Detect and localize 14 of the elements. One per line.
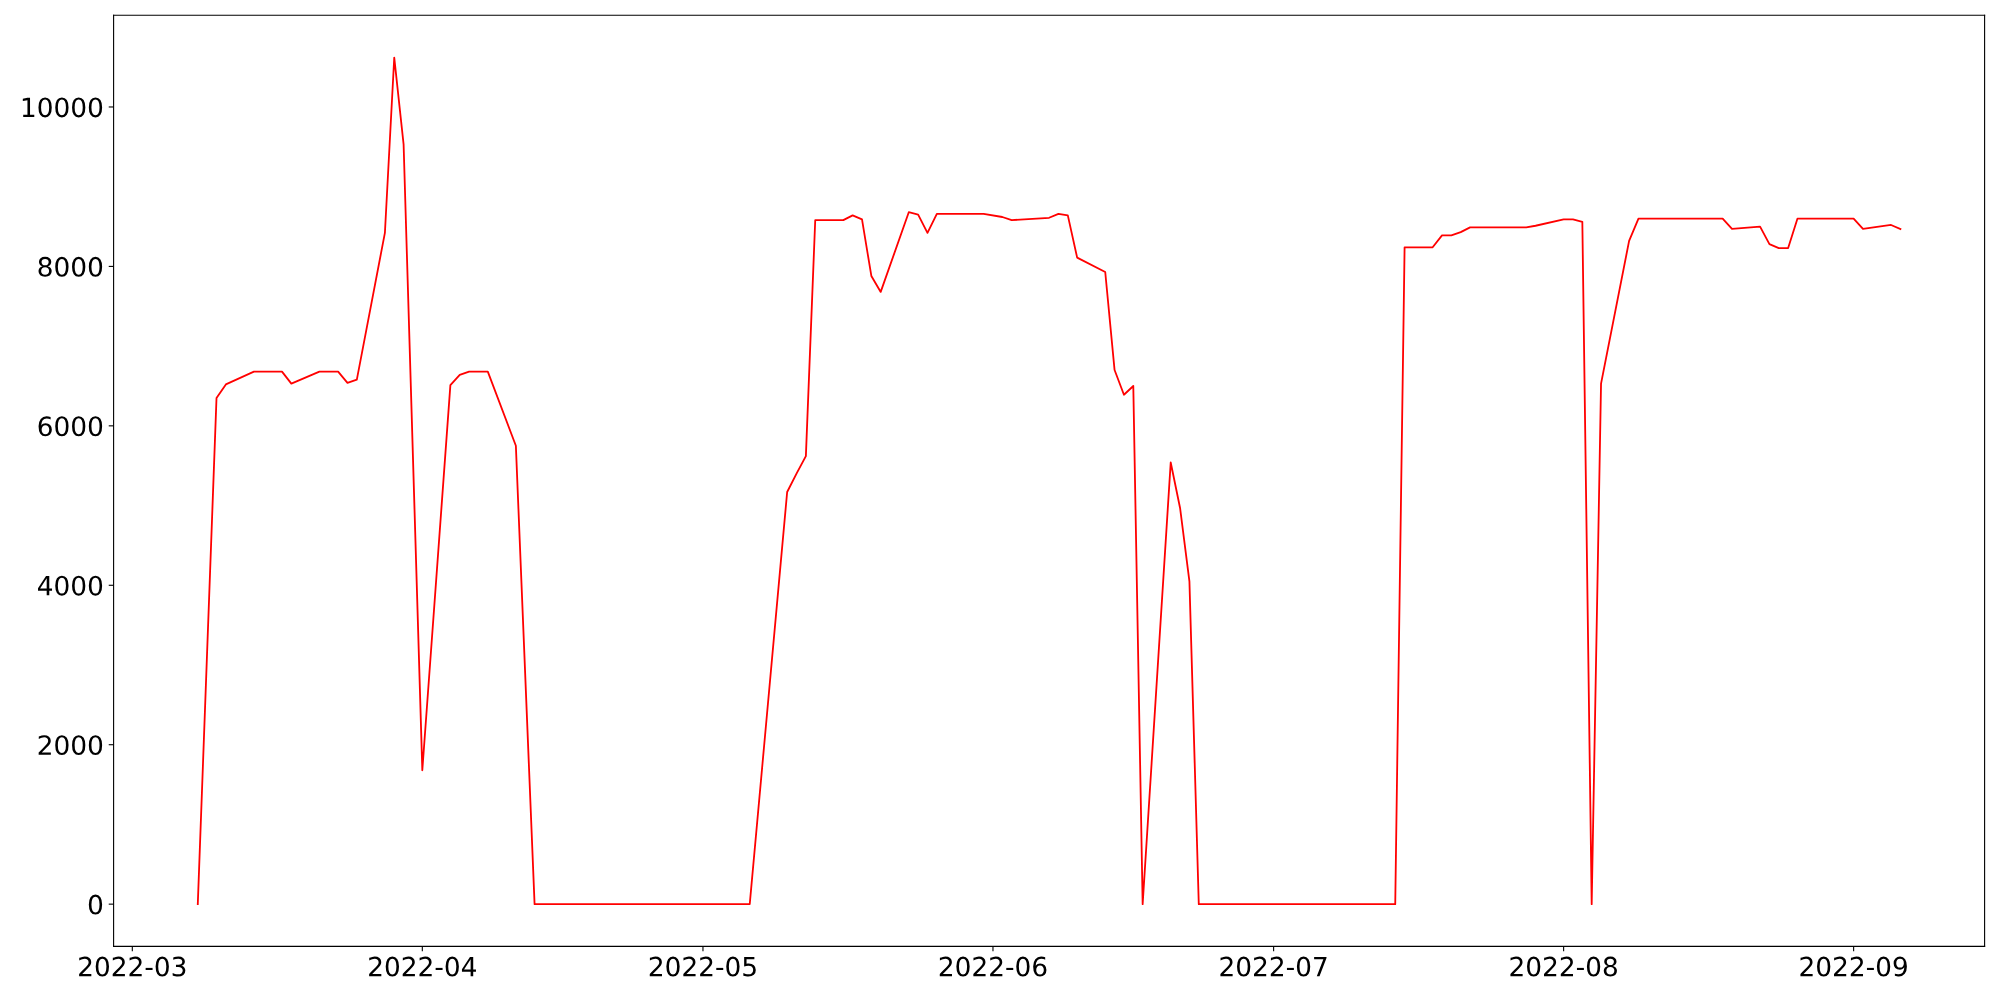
x-tick-label: 2022-07 [1220,956,1327,977]
x-tick-label: 2022-06 [939,956,1047,977]
y-tick-label: 4000 [38,575,103,596]
y-tick-label: 2000 [38,735,103,756]
y-tick-label: 10000 [22,97,103,118]
x-tick-label: 2022-08 [1510,956,1617,977]
x-tick-label: 2022-05 [649,956,756,977]
x-tick-label: 2022-03 [79,956,186,977]
x-tick-label: 2022-09 [1800,956,1907,977]
line-series [196,56,1902,906]
y-tick-label: 0 [88,894,103,915]
y-tick-label: 6000 [38,416,103,437]
y-tick-label: 8000 [38,256,103,277]
x-tick-label: 2022-04 [369,956,476,977]
